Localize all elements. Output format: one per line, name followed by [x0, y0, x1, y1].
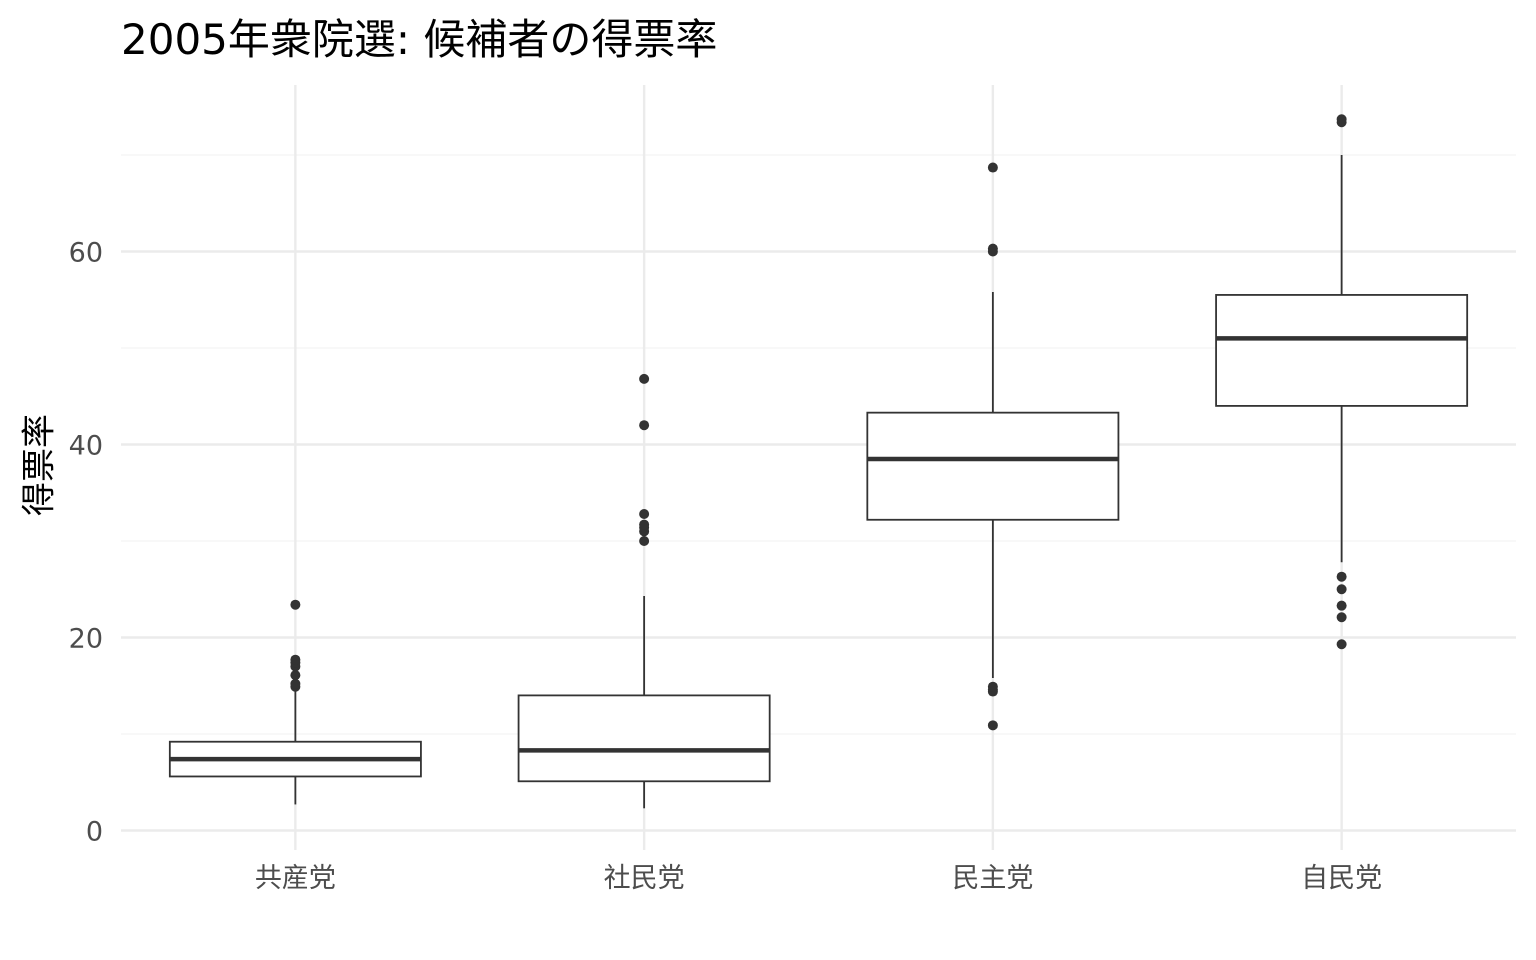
outlier-point: [1336, 639, 1347, 650]
outlier-point: [290, 599, 301, 610]
x-tick-label: 民主党: [952, 863, 1033, 894]
outlier-point: [290, 654, 301, 665]
outlier-point: [1336, 612, 1347, 623]
box-3: [866, 162, 1120, 731]
boxes: [168, 114, 1469, 809]
tick-labels: 0 20 40 60 共産党 社民党 民主党 自民党: [69, 238, 1382, 895]
outlier-point: [639, 373, 650, 384]
outlier-point: [639, 508, 650, 519]
x-tick-label: 共産党: [255, 863, 336, 894]
outlier-point: [987, 681, 998, 692]
outlier-point: [1336, 600, 1347, 611]
box-4: [1215, 114, 1469, 650]
iqr-box: [866, 411, 1120, 521]
box-1: [168, 599, 422, 805]
x-tick-label: 社民党: [604, 863, 685, 894]
iqr-box: [1215, 294, 1469, 407]
chart-title: 2005年衆院選: 候補者の得票率: [121, 15, 718, 64]
outlier-point: [639, 420, 650, 431]
outlier-point: [987, 162, 998, 173]
outlier-point: [639, 536, 650, 546]
outlier-point: [639, 519, 650, 530]
iqr-box: [517, 694, 771, 783]
outlier-point: [1336, 584, 1347, 595]
outlier-point: [987, 720, 998, 731]
x-tick-label: 自民党: [1301, 863, 1382, 894]
y-tick-label: 0: [86, 817, 103, 848]
grid-layer: [121, 85, 1516, 850]
outlier-point: [290, 678, 301, 689]
y-tick-label: 40: [69, 431, 103, 462]
box-2: [517, 373, 771, 809]
outlier-point: [987, 243, 998, 254]
outlier-point: [1336, 571, 1347, 582]
y-tick-label: 20: [69, 624, 103, 655]
outlier-point: [1336, 114, 1347, 125]
y-tick-label: 60: [69, 238, 103, 269]
outlier-point: [290, 670, 301, 681]
